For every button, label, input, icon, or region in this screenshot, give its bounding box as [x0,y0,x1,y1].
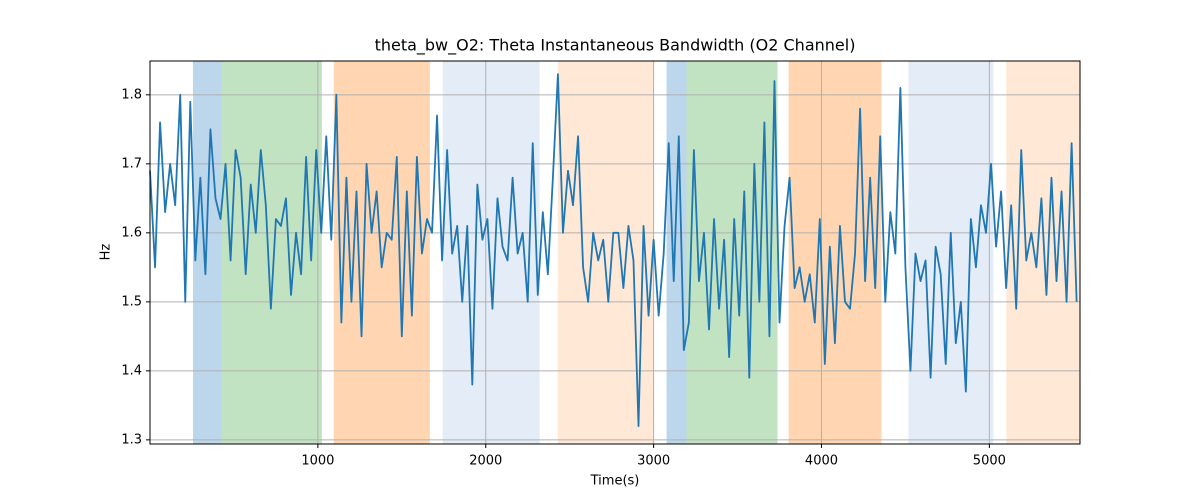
y-axis-label: Hz [99,244,114,261]
x-tick-label: 5000 [973,454,1006,469]
shaded-span [442,61,540,444]
x-tick-label: 4000 [805,454,838,469]
shaded-span [788,61,882,444]
x-tick-label: 3000 [637,454,670,469]
y-tick-label: 1.3 [121,432,142,447]
axes-frame [149,60,1081,445]
y-tick-label: 1.5 [121,294,142,309]
shaded-span [221,61,322,444]
data-line [149,73,1078,427]
spans [192,61,1080,444]
x-tick-label: 1000 [301,454,334,469]
x-axis-label: Time(s) [590,474,640,489]
y-tick-label: 1.4 [121,363,142,378]
y-tick-label: 1.6 [121,225,142,240]
x-tick-label: 2000 [469,454,502,469]
plot [149,73,1078,427]
y-tick-label: 1.8 [121,87,142,102]
shaded-span [333,61,430,444]
y-tick-label: 1.7 [121,156,142,171]
shaded-span [686,61,778,444]
chart-title: theta_bw_O2: Theta Instantaneous Bandwid… [375,36,856,56]
shaded-span [666,61,687,444]
